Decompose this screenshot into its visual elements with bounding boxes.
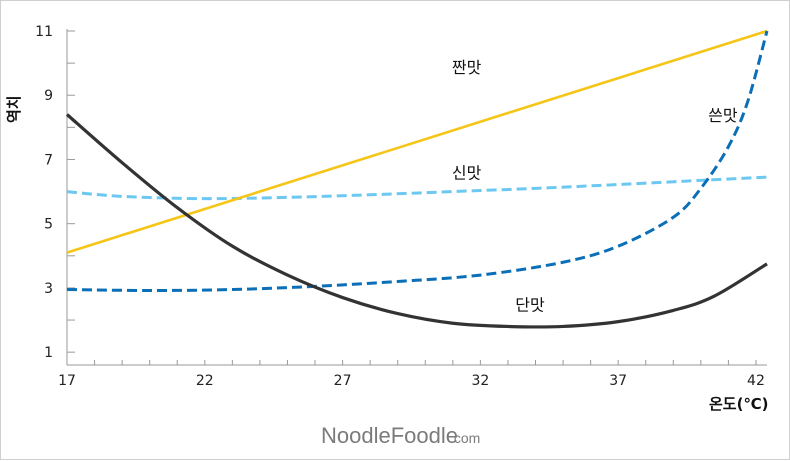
axes: 1 3 5 7 9 11 17 22 27 32 37 42 bbox=[35, 24, 767, 389]
x-tick-label: 37 bbox=[609, 373, 627, 389]
series-line-쓴맛 bbox=[66, 30, 769, 292]
y-tick-label: 5 bbox=[44, 217, 53, 233]
y-tick-label: 9 bbox=[44, 88, 53, 104]
series-annotation: 쓴맛 bbox=[708, 106, 738, 125]
y-tick-label: 3 bbox=[44, 281, 53, 297]
x-tick-label: 42 bbox=[747, 373, 765, 389]
series-annotation: 단맛 bbox=[515, 295, 545, 314]
series-annotation: 짠맛 bbox=[452, 58, 482, 77]
series-annotation: 신맛 bbox=[452, 164, 482, 183]
watermark-logo: NoodleFoodle bbox=[321, 423, 458, 448]
watermark-suffix: .com bbox=[450, 430, 480, 446]
y-axis-title: 역치 bbox=[5, 95, 23, 123]
x-tick-label: 27 bbox=[334, 373, 352, 389]
x-tick-label: 32 bbox=[471, 373, 489, 389]
y-tick-label: 1 bbox=[44, 345, 53, 361]
x-tick-label: 17 bbox=[58, 373, 76, 389]
y-tick-label: 7 bbox=[44, 152, 53, 168]
series-line-단맛 bbox=[65, 113, 768, 329]
y-tick-label: 11 bbox=[35, 24, 53, 40]
x-tick-label: 22 bbox=[196, 373, 214, 389]
series-line-신맛 bbox=[66, 175, 768, 201]
x-axis-title: 온도(℃) bbox=[709, 395, 768, 413]
series-layer bbox=[65, 29, 769, 329]
series-line-짠맛 bbox=[66, 29, 768, 254]
